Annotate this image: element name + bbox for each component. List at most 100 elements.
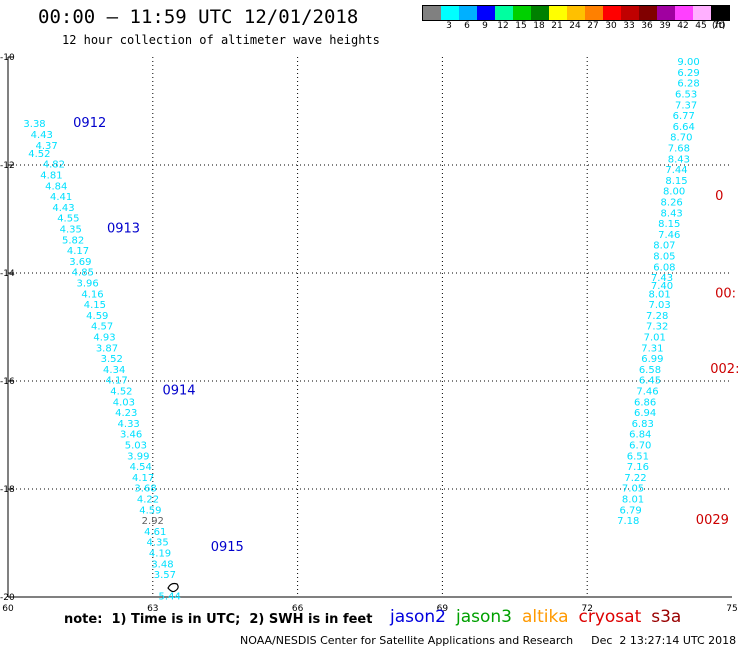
wave-height-value: 4.03	[113, 397, 135, 408]
wave-height-value: 6.53	[675, 90, 697, 101]
scale-label: 21	[551, 21, 563, 31]
color-scale-bar	[422, 5, 730, 21]
wave-height-value: 6.29	[677, 68, 699, 79]
wave-height-value: 7.03	[648, 300, 670, 311]
wave-height-value: 4.82	[43, 160, 65, 171]
longitude-tick-label: 72	[581, 604, 592, 614]
wave-height-value: 8.26	[661, 198, 683, 209]
wave-height-value: 4.84	[45, 181, 67, 192]
wave-height-value: 6.58	[639, 365, 661, 376]
wave-height-value: 8.01	[648, 289, 670, 300]
wave-height-value: 4.17	[132, 473, 154, 484]
wave-height-value: 6.83	[632, 419, 654, 430]
wave-height-value: 4.16	[81, 289, 103, 300]
map-title: 00:00 – 11:59 UTC 12/01/2018	[38, 6, 359, 28]
wave-height-value: 7.43	[651, 273, 673, 284]
wave-height-value: 7.46	[658, 230, 680, 241]
wave-height-value: 5.03	[125, 441, 147, 452]
wave-height-value: 2.92	[142, 516, 164, 527]
wave-height-value: 6.51	[627, 451, 649, 462]
wave-height-value: 4.15	[84, 300, 106, 311]
wave-height-value: 4.43	[52, 203, 74, 214]
scale-label: 15	[515, 21, 527, 31]
wave-height-value: 8.43	[668, 154, 690, 165]
wave-height-value: 9.00	[677, 57, 699, 68]
scale-swatch	[711, 6, 729, 20]
color-scale-legend: 3 6 9 12 15 18 21 24 27 30 33 36 39 42 45 70 (ft)	[422, 5, 730, 31]
wave-height-value: 7.16	[627, 462, 649, 473]
scale-label: 45	[695, 21, 707, 31]
wave-height-value: 7.32	[646, 322, 668, 333]
wave-height-value: 6.84	[629, 430, 651, 441]
time-label: 0914	[162, 384, 195, 399]
latitude-tick-label: -18	[0, 485, 15, 495]
wave-height-value: 4.61	[144, 527, 166, 538]
wave-height-value: 7.44	[665, 165, 687, 176]
scale-swatch	[693, 6, 711, 20]
wave-height-value: 3.87	[96, 343, 118, 354]
wave-height-value: 4.19	[149, 549, 171, 560]
scale-swatch	[477, 6, 495, 20]
scale-swatch	[621, 6, 639, 20]
scale-label: 36	[641, 21, 653, 31]
wave-height-value: 4.59	[86, 311, 108, 322]
wave-height-value: 3.96	[77, 279, 99, 290]
scale-swatch	[567, 6, 585, 20]
wave-height-value: 3.46	[120, 430, 142, 441]
wave-height-value: 8.15	[665, 176, 687, 187]
color-scale-labels: 3 6 9 12 15 18 21 24 27 30 33 36 39 42 45 70	[422, 21, 730, 31]
wave-height-value: 4.23	[115, 408, 137, 419]
wave-height-value: 6.79	[620, 505, 642, 516]
map-subtitle: 12 hour collection of altimeter wave hei…	[62, 33, 380, 47]
wave-height-value: 3.52	[101, 354, 123, 365]
wave-height-value: 3.57	[154, 570, 176, 581]
satellite-legend-cryosat: cryosat	[578, 607, 642, 627]
longitude-tick-label: 69	[437, 604, 449, 614]
wave-height-value: 5.44	[159, 592, 181, 603]
longitude-tick-label: 63	[147, 604, 158, 614]
wave-height-value: 6.28	[677, 79, 699, 90]
wave-height-value: 8.00	[663, 187, 685, 198]
wave-height-value: 7.46	[636, 387, 658, 398]
time-label: 0029	[696, 513, 729, 528]
scale-label: 39	[659, 21, 671, 31]
scale-swatch	[531, 6, 549, 20]
scale-swatch	[495, 6, 513, 20]
wave-height-value: 4.17	[105, 376, 127, 387]
wave-height-value: 4.54	[130, 462, 152, 473]
scale-label: 6	[464, 21, 470, 31]
time-label: 0	[715, 189, 723, 204]
wave-height-value: 4.85	[72, 268, 94, 279]
wave-height-value: 6.45	[639, 376, 661, 387]
longitude-tick-label: 66	[292, 604, 304, 614]
wave-height-value: 8.15	[658, 219, 680, 230]
scale-label: 27	[587, 21, 599, 31]
scale-label: 12	[497, 21, 509, 31]
wave-height-value: 8.43	[661, 208, 683, 219]
wave-height-value: 4.52	[110, 387, 132, 398]
scale-swatch	[549, 6, 567, 20]
scale-label: 18	[533, 21, 545, 31]
wave-height-value: 3.69	[69, 257, 91, 268]
wave-height-value: 4.34	[103, 365, 125, 376]
latitude-tick-label: -14	[0, 269, 15, 279]
wave-height-value: 4.55	[57, 214, 79, 225]
satellite-legend-jason2: jason2	[390, 607, 446, 627]
wave-height-value: 4.22	[137, 495, 159, 506]
wave-height-value: 6.77	[673, 111, 695, 122]
wave-height-value: 5.82	[62, 235, 84, 246]
scale-label: 42	[677, 21, 689, 31]
wave-height-value: 4.52	[28, 149, 50, 160]
time-label: 0913	[107, 222, 140, 237]
wave-height-value: 8.05	[653, 252, 675, 263]
wave-height-value: 3.48	[151, 559, 173, 570]
wave-height-value: 7.40	[651, 281, 673, 292]
longitude-tick-label: 60	[2, 604, 14, 614]
time-label: 00:	[715, 286, 736, 301]
scale-swatch	[441, 6, 459, 20]
scale-label: 3	[446, 21, 452, 31]
color-scale-unit: (ft)	[712, 21, 726, 31]
scale-swatch	[675, 6, 693, 20]
scale-swatch	[585, 6, 603, 20]
latitude-tick-label: -20	[0, 593, 15, 603]
